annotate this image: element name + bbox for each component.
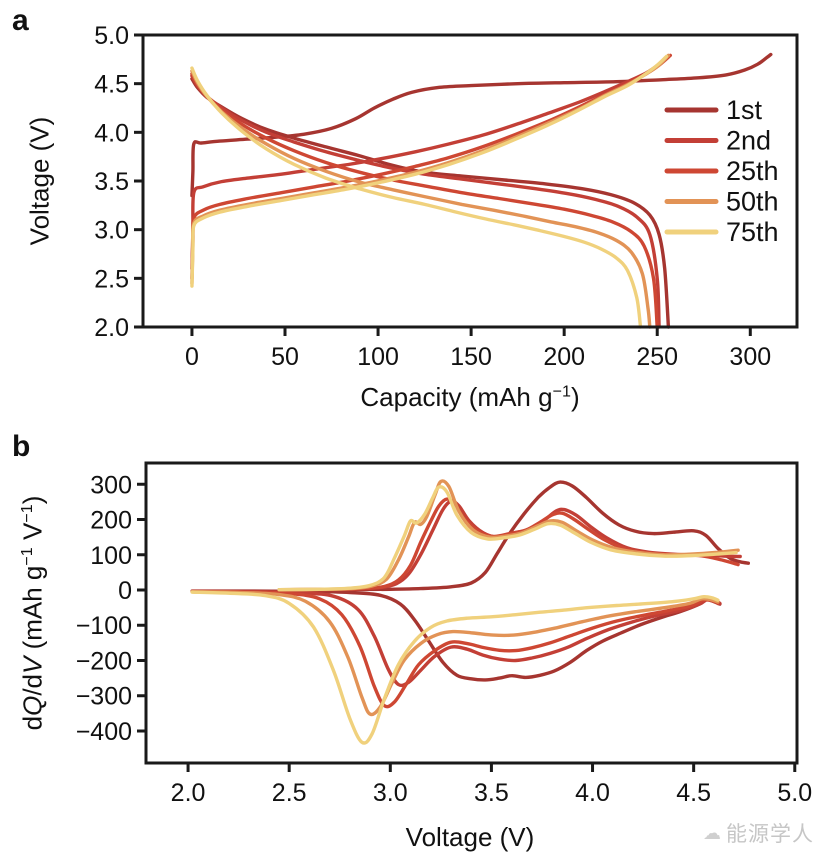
panel-a-series-25th-discharge-line xyxy=(190,72,659,329)
panel-b-series-1st-discharge-dq-dv-line xyxy=(190,589,722,682)
panel-a-y-tick-label: 5.0 xyxy=(94,22,129,50)
panel-b-x-tick-label: 3.0 xyxy=(373,779,408,807)
panel-b-y-tick-label: −100 xyxy=(76,612,132,640)
panel-b-y-tick-label: −400 xyxy=(76,718,132,746)
legend-label-75th: 75th xyxy=(726,217,779,247)
panel-b-series-25th-discharge-dq-dv-line xyxy=(190,589,720,709)
panel-b-series-2nd-charge-dq-dv-line xyxy=(287,499,742,592)
panel-b-x-tick-label: 5.0 xyxy=(777,779,812,807)
panel-b-y-tick-label: 200 xyxy=(90,507,132,535)
panel-b-y-tick-label: 300 xyxy=(90,471,132,499)
panel-a-series-2nd-discharge-line xyxy=(190,74,661,329)
legend-label-1st: 1st xyxy=(726,95,763,125)
panel-b-series-50th-charge-dq-dv-line xyxy=(277,479,740,592)
panel-a-y-tick-label: 3.5 xyxy=(94,168,129,196)
panel-a-x-tick-label: 100 xyxy=(357,343,399,371)
panel-b-label: b xyxy=(12,430,31,463)
panel-b-series-25th-charge-dq-dv-line xyxy=(287,497,740,592)
panel-b-series-75th-charge-dq-dv-line xyxy=(277,485,738,592)
panel-b-axes-frame xyxy=(144,461,799,765)
legend-label-2nd: 2nd xyxy=(726,126,771,156)
panel-a-y-axis-title: Voltage (V) xyxy=(24,116,55,246)
panel-a-label: a xyxy=(12,4,29,37)
panel-a-series-75th-charge-line xyxy=(190,54,669,288)
panel-b-series-75th-discharge-dq-dv-line xyxy=(190,590,720,745)
panel-b-y-tick-label: 100 xyxy=(90,542,132,570)
panel-a-y-tick-label: 2.5 xyxy=(94,265,129,293)
panel-a-x-tick-label: 300 xyxy=(729,343,771,371)
panel-b-y-tick-label: −300 xyxy=(76,683,132,711)
panel-b-y-tick-label: 0 xyxy=(118,577,132,605)
panel-a-y-tick-label: 3.0 xyxy=(94,217,129,245)
panel-b-series-2nd-discharge-dq-dv-line xyxy=(190,589,722,688)
panel-b-x-tick-label: 3.5 xyxy=(474,779,509,807)
panel-b-y-axis-title: dQ/dV (mAh g−1 V−1) xyxy=(17,495,48,731)
panel-b-x-tick-label: 4.0 xyxy=(575,779,610,807)
panel-a-x-axis-title: Capacity (mAh g−1) xyxy=(360,382,580,412)
panel-a-series-75th-discharge-line xyxy=(190,66,643,329)
panel-a-x-tick-label: 50 xyxy=(271,343,299,371)
panel-b-x-tick-label: 2.0 xyxy=(171,779,206,807)
watermark-text: 能源学人 xyxy=(726,823,814,846)
panel-a-y-tick-label: 2.0 xyxy=(94,314,129,342)
energy-scholar-logo-icon: ☁ xyxy=(703,822,722,843)
panel-a-y-tick-label: 4.0 xyxy=(94,119,129,147)
panel-a-series-1st-charge-line xyxy=(190,52,773,198)
panel-b-series-50th-discharge-dq-dv-line xyxy=(190,590,720,717)
panel-b-series-1st-charge-dq-dv-line xyxy=(297,480,750,592)
panel-a-x-tick-label: 250 xyxy=(636,343,678,371)
watermark: ☁ 能源学人 xyxy=(703,818,814,848)
panel-a-x-tick-label: 200 xyxy=(543,343,585,371)
panel-a-series-2nd-charge-line xyxy=(190,54,671,271)
panel-b-x-tick-label: 4.5 xyxy=(676,779,711,807)
legend-label-25th: 25th xyxy=(726,156,779,186)
legend-label-50th: 50th xyxy=(726,187,779,217)
panel-a-x-tick-label: 0 xyxy=(185,343,199,371)
panel-a-x-tick-label: 150 xyxy=(450,343,492,371)
panel-b-x-axis-title: Voltage (V) xyxy=(405,822,535,852)
panel-a-y-tick-label: 4.5 xyxy=(94,71,129,99)
panel-b-x-tick-label: 2.5 xyxy=(272,779,307,807)
panel-b-y-tick-label: −200 xyxy=(76,647,132,675)
